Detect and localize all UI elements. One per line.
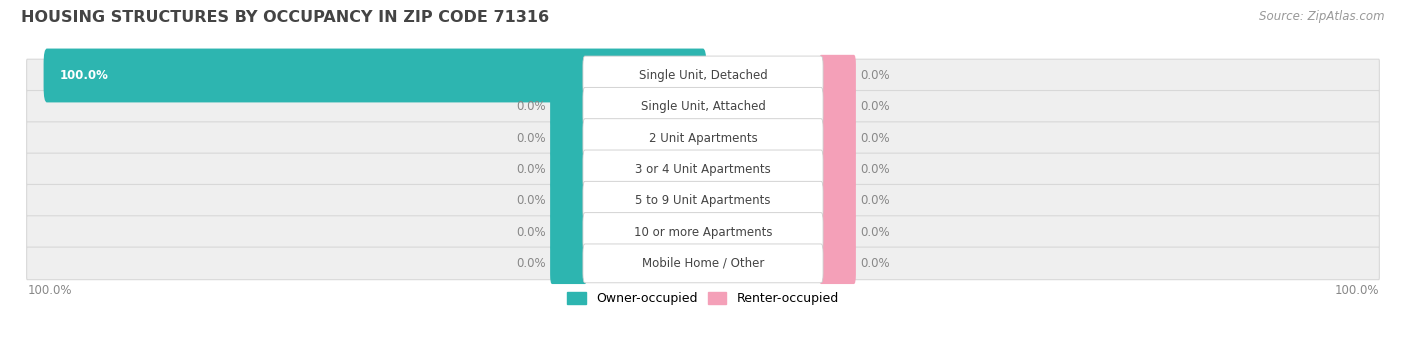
FancyBboxPatch shape [583, 119, 823, 158]
Text: 2 Unit Apartments: 2 Unit Apartments [648, 132, 758, 145]
Text: 0.0%: 0.0% [860, 132, 890, 145]
Text: 10 or more Apartments: 10 or more Apartments [634, 226, 772, 239]
Text: Source: ZipAtlas.com: Source: ZipAtlas.com [1260, 10, 1385, 23]
FancyBboxPatch shape [583, 213, 823, 251]
Text: HOUSING STRUCTURES BY OCCUPANCY IN ZIP CODE 71316: HOUSING STRUCTURES BY OCCUPANCY IN ZIP C… [21, 10, 550, 25]
Text: 0.0%: 0.0% [516, 194, 546, 207]
Text: 0.0%: 0.0% [516, 132, 546, 145]
FancyBboxPatch shape [820, 243, 856, 284]
Text: 0.0%: 0.0% [516, 163, 546, 176]
Text: 100.0%: 100.0% [60, 69, 108, 82]
Text: 0.0%: 0.0% [860, 226, 890, 239]
FancyBboxPatch shape [550, 149, 586, 190]
FancyBboxPatch shape [550, 211, 586, 253]
Text: 0.0%: 0.0% [516, 226, 546, 239]
FancyBboxPatch shape [820, 117, 856, 159]
FancyBboxPatch shape [44, 49, 706, 102]
Text: 100.0%: 100.0% [27, 285, 72, 298]
Text: 0.0%: 0.0% [860, 194, 890, 207]
FancyBboxPatch shape [583, 150, 823, 189]
Legend: Owner-occupied, Renter-occupied: Owner-occupied, Renter-occupied [562, 287, 844, 310]
FancyBboxPatch shape [550, 180, 586, 221]
FancyBboxPatch shape [820, 149, 856, 190]
FancyBboxPatch shape [27, 184, 1379, 217]
Text: 100.0%: 100.0% [1334, 285, 1379, 298]
Text: 0.0%: 0.0% [516, 257, 546, 270]
FancyBboxPatch shape [820, 180, 856, 221]
FancyBboxPatch shape [27, 216, 1379, 248]
Text: 0.0%: 0.0% [516, 100, 546, 113]
FancyBboxPatch shape [27, 247, 1379, 280]
Text: Single Unit, Detached: Single Unit, Detached [638, 69, 768, 82]
FancyBboxPatch shape [820, 55, 856, 96]
Text: 0.0%: 0.0% [860, 257, 890, 270]
Text: 0.0%: 0.0% [860, 100, 890, 113]
FancyBboxPatch shape [27, 122, 1379, 154]
FancyBboxPatch shape [583, 244, 823, 283]
FancyBboxPatch shape [550, 86, 586, 128]
FancyBboxPatch shape [820, 86, 856, 128]
FancyBboxPatch shape [27, 91, 1379, 123]
FancyBboxPatch shape [583, 88, 823, 126]
FancyBboxPatch shape [550, 117, 586, 159]
Text: 5 to 9 Unit Apartments: 5 to 9 Unit Apartments [636, 194, 770, 207]
FancyBboxPatch shape [27, 59, 1379, 92]
Text: 0.0%: 0.0% [860, 69, 890, 82]
Text: 3 or 4 Unit Apartments: 3 or 4 Unit Apartments [636, 163, 770, 176]
FancyBboxPatch shape [583, 181, 823, 220]
FancyBboxPatch shape [27, 153, 1379, 186]
Text: 0.0%: 0.0% [860, 163, 890, 176]
FancyBboxPatch shape [820, 211, 856, 253]
FancyBboxPatch shape [583, 56, 823, 95]
Text: Single Unit, Attached: Single Unit, Attached [641, 100, 765, 113]
FancyBboxPatch shape [550, 243, 586, 284]
Text: Mobile Home / Other: Mobile Home / Other [641, 257, 765, 270]
